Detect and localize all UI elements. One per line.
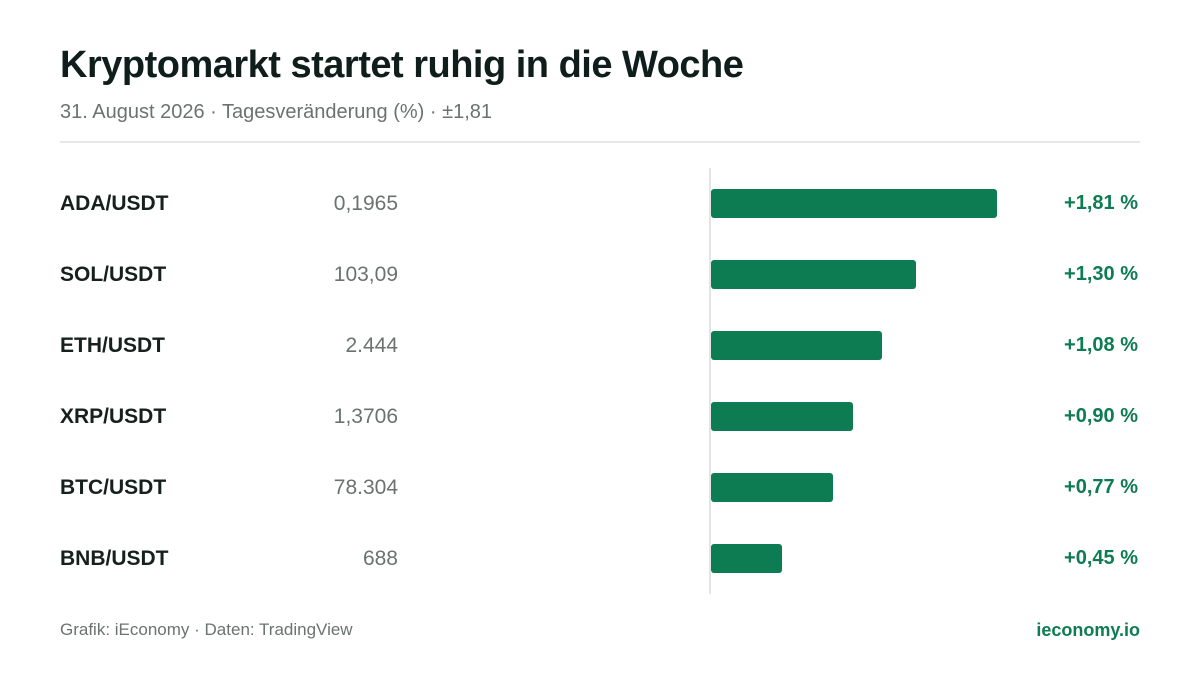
price-value: 103,09 xyxy=(333,263,398,286)
change-label: +1,08 % xyxy=(1064,334,1138,356)
price-value: 1,3706 xyxy=(333,405,398,428)
change-bar xyxy=(711,544,782,573)
source-credit: Grafik: iEconomy · Daten: TradingView xyxy=(60,620,353,639)
price-value: 78.304 xyxy=(333,476,398,499)
zero-axis-line xyxy=(709,168,711,594)
brand-link[interactable]: ieconomy.io xyxy=(1036,620,1140,640)
change-label: +1,30 % xyxy=(1064,263,1138,285)
pair-label: XRP/USDT xyxy=(60,405,167,428)
table-row: SOL/USDT 103,09 +1,30 % xyxy=(60,239,1140,310)
pair-label: SOL/USDT xyxy=(60,263,167,286)
table-row: BNB/USDT 688 +0,45 % xyxy=(60,523,1140,594)
table-row: BTC/USDT 78.304 +0,77 % xyxy=(60,452,1140,523)
table-row: XRP/USDT 1,3706 +0,90 % xyxy=(60,381,1140,452)
pair-label: BNB/USDT xyxy=(60,547,169,570)
change-bar xyxy=(711,189,997,218)
table-row: ADA/USDT 0,1965 +1,81 % xyxy=(60,168,1140,239)
change-label: +0,77 % xyxy=(1064,476,1138,498)
change-bar xyxy=(711,473,833,502)
pair-label: ETH/USDT xyxy=(60,334,165,357)
change-bar xyxy=(711,260,916,289)
header-divider xyxy=(60,141,1140,143)
change-label: +0,90 % xyxy=(1064,405,1138,427)
chart-title: Kryptomarkt startet ruhig in die Woche xyxy=(60,44,744,86)
table-row: ETH/USDT 2.444 +1,08 % xyxy=(60,310,1140,381)
change-label: +0,45 % xyxy=(1064,547,1138,569)
price-value: 688 xyxy=(362,547,398,570)
price-value: 0,1965 xyxy=(333,192,398,215)
pair-label: BTC/USDT xyxy=(60,476,167,499)
change-label: +1,81 % xyxy=(1064,192,1138,214)
change-bar xyxy=(711,402,853,431)
change-bar xyxy=(711,331,882,360)
price-value: 2.444 xyxy=(345,334,398,357)
chart-subtitle: 31. August 2026 · Tagesveränderung (%) ·… xyxy=(60,101,492,123)
pair-label: ADA/USDT xyxy=(60,192,169,215)
